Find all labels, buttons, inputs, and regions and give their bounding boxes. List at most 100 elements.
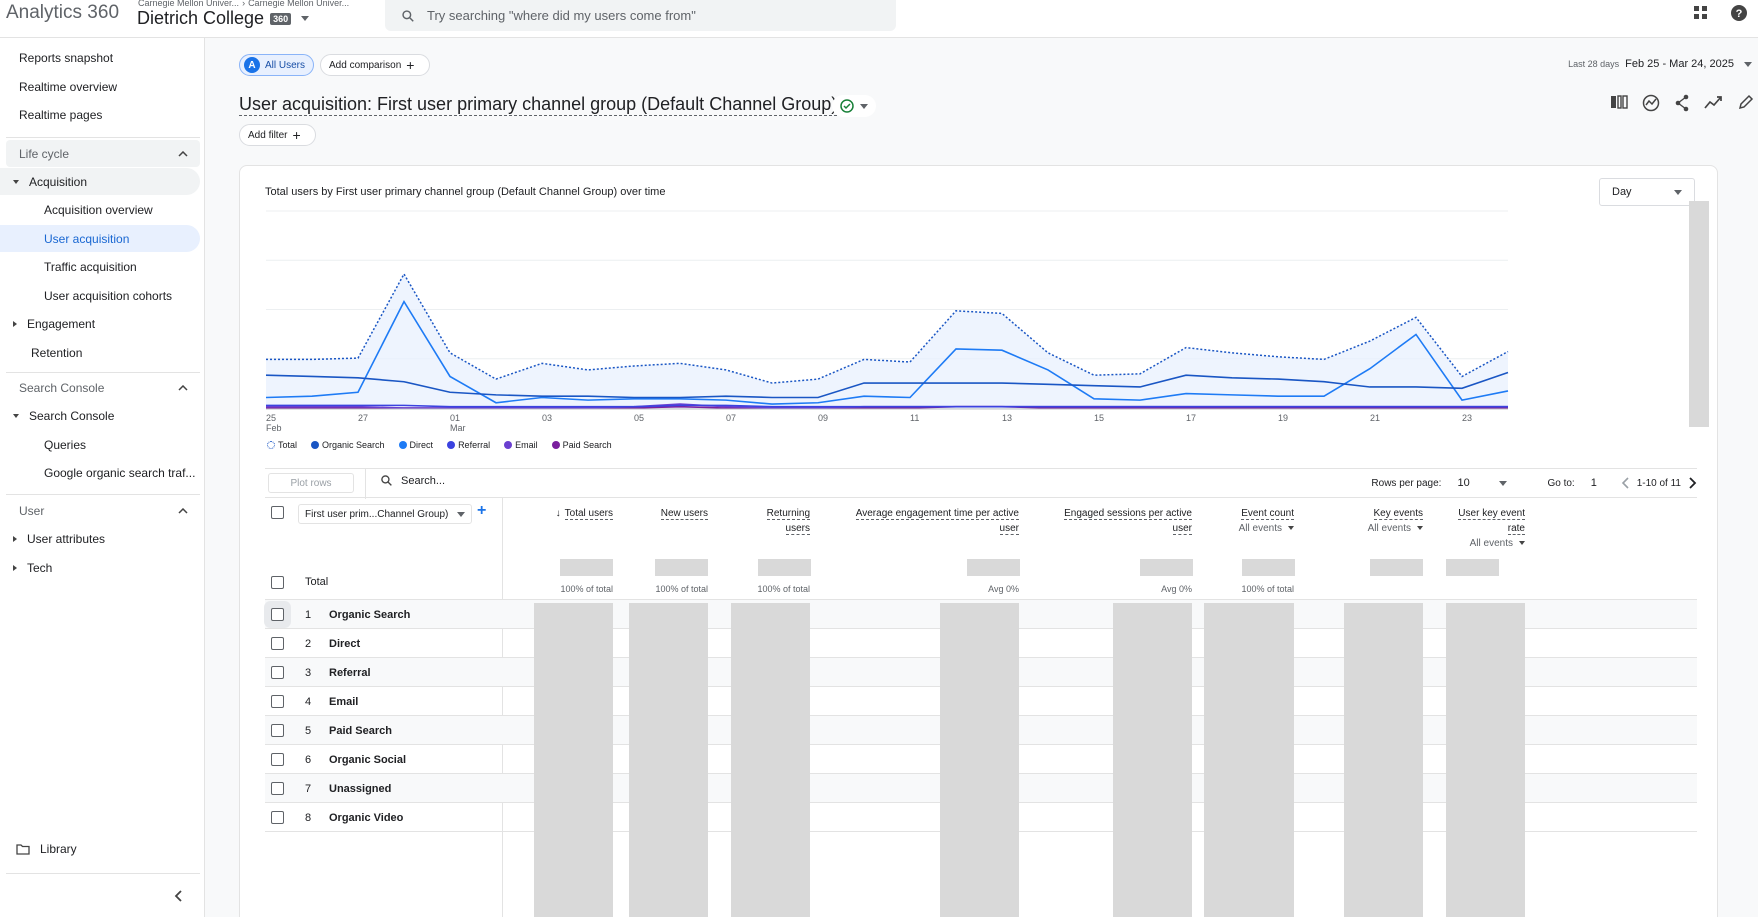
report-status-menu[interactable] (832, 95, 876, 117)
rows-per-page-select[interactable]: 10 (1457, 477, 1508, 489)
nav-library[interactable]: Library (0, 835, 200, 862)
help-icon[interactable]: ? (1730, 4, 1748, 22)
nav-engagement[interactable]: Engagement (0, 310, 200, 337)
row-checkbox[interactable] (271, 666, 284, 679)
legend-item[interactable]: Total (267, 440, 297, 450)
row-checkbox[interactable] (271, 782, 284, 795)
nav-google-organic-search-traffic[interactable]: Google organic search traf... (0, 459, 200, 486)
collapse-nav-icon[interactable] (174, 890, 182, 902)
row-channel-label[interactable]: Paid Search (329, 725, 392, 737)
row-checkbox[interactable] (271, 637, 284, 650)
row-channel-label[interactable]: Organic Social (329, 754, 407, 766)
column-header[interactable]: User key event rate All events (1325, 506, 1525, 551)
x-tick-label: 01 (450, 413, 460, 423)
global-search-bar[interactable] (385, 0, 896, 31)
section-user[interactable]: User (6, 497, 200, 524)
segment-chip-all-users[interactable]: A All Users (239, 54, 314, 76)
legend-item[interactable]: Referral (447, 440, 490, 450)
global-search-input[interactable] (427, 8, 867, 23)
x-tick-label: 25 (266, 413, 276, 423)
row-number: 3 (305, 667, 312, 679)
nav-reports-snapshot[interactable]: Reports snapshot (0, 44, 200, 71)
x-tick-label: 17 (1186, 413, 1196, 423)
total-row-checkbox[interactable] (271, 576, 284, 589)
nav-user-acquisition[interactable]: User acquisition (0, 225, 200, 252)
total-value-redacted (967, 559, 1020, 576)
sort-down-arrow-icon[interactable]: ↓ (555, 508, 561, 519)
event-filter-select[interactable]: All events (1223, 521, 1423, 536)
brand-title[interactable]: Analytics 360 (6, 2, 120, 23)
goto-input[interactable]: 1 (1590, 477, 1597, 489)
column-header[interactable]: Returning users (610, 506, 810, 536)
row-number: 5 (305, 725, 312, 737)
column-header[interactable]: ↓ Total users (413, 506, 613, 521)
legend-item[interactable]: Organic Search (311, 440, 385, 450)
breadcrumb-property[interactable]: Carnegie Mellon Univer... (248, 0, 350, 8)
granularity-select[interactable]: Day (1599, 178, 1695, 206)
row-number: 1 (305, 609, 312, 621)
series-line-direct[interactable] (265, 299, 1509, 405)
insights-icon[interactable] (1642, 94, 1660, 112)
totals-divider (265, 599, 1697, 600)
row-checkbox[interactable] (271, 724, 284, 737)
row-channel-label[interactable]: Organic Video (329, 812, 404, 824)
share-icon[interactable] (1674, 94, 1690, 112)
page-title[interactable]: User acquisition: First user primary cha… (239, 94, 838, 116)
add-filter-button[interactable]: Add filter + (239, 124, 316, 146)
nav-acquisition-overview[interactable]: Acquisition overview (0, 196, 200, 223)
add-dimension-plus-icon[interactable]: + (477, 502, 487, 519)
column-header[interactable]: Average engagement time per active user (819, 506, 1019, 536)
nav-queries[interactable]: Queries (0, 431, 200, 458)
event-filter-select[interactable]: All events (1325, 536, 1525, 551)
nav-user-attributes[interactable]: User attributes (0, 525, 200, 552)
nav-realtime-pages[interactable]: Realtime pages (0, 101, 200, 128)
series-line-organic-search[interactable] (265, 371, 1509, 399)
trend-icon[interactable] (1704, 94, 1724, 110)
plot-rows-button[interactable]: Plot rows (268, 473, 354, 493)
legend-item[interactable]: Email (504, 440, 538, 450)
row-checkbox[interactable] (271, 753, 284, 766)
table-search[interactable] (380, 474, 601, 487)
row-channel-label[interactable]: Direct (329, 638, 361, 650)
row-checkbox[interactable] (271, 811, 284, 824)
table-search-input[interactable] (401, 474, 601, 487)
legend-item[interactable]: Direct (398, 440, 433, 450)
apps-grid-icon[interactable] (1692, 4, 1710, 22)
column-header[interactable]: New users (508, 506, 708, 521)
row-checkbox[interactable] (271, 695, 284, 708)
section-life-cycle[interactable]: Life cycle (6, 140, 200, 167)
property-selector[interactable]: Dietrich College 360 (137, 8, 310, 29)
compare-columns-icon[interactable] (1610, 94, 1628, 110)
row-channel-label[interactable]: Unassigned (329, 783, 392, 795)
select-all-checkbox[interactable] (271, 506, 284, 519)
chevron-right-icon[interactable] (1689, 477, 1697, 489)
breadcrumb-account[interactable]: Carnegie Mellon Univer... (138, 0, 240, 8)
edit-pencil-icon[interactable] (1738, 94, 1754, 110)
row-channel-label[interactable]: Email (329, 696, 359, 708)
nav-retention[interactable]: Retention (0, 339, 200, 366)
row-checkbox[interactable] (271, 608, 284, 621)
column-summary: Avg 0% (988, 584, 1019, 594)
section-label: Search Console (19, 380, 105, 395)
column-header[interactable]: Key events All events (1223, 506, 1423, 536)
row-channel-label[interactable]: Referral (329, 667, 371, 679)
breadcrumb[interactable]: Carnegie Mellon Univer... › Carnegie Mello… (138, 0, 349, 8)
date-range-picker[interactable]: Last 28 days Feb 25 - Mar 24, 2025 (1568, 58, 1752, 70)
row-channel-label[interactable]: Organic Search (329, 609, 411, 621)
legend-item[interactable]: Paid Search (551, 440, 612, 450)
chart-scrollbar[interactable] (1689, 201, 1709, 427)
nav-acquisition[interactable]: Acquisition (0, 168, 200, 195)
nav-search-console[interactable]: Search Console (0, 402, 200, 429)
nav-realtime-overview[interactable]: Realtime overview (0, 73, 200, 100)
nav-traffic-acquisition[interactable]: Traffic acquisition (0, 253, 200, 280)
series-line-referral[interactable] (266, 404, 1508, 408)
nav-user-acquisition-cohorts[interactable]: User acquisition cohorts (0, 282, 200, 309)
section-search-console[interactable]: Search Console (6, 374, 200, 401)
add-comparison-button[interactable]: Add comparison + (320, 54, 430, 76)
dimension-select[interactable]: First user prim...Channel Group) (298, 504, 472, 524)
series-line-total[interactable] (266, 272, 1509, 384)
nav-label: Realtime overview (19, 79, 118, 94)
nav-tech[interactable]: Tech (0, 554, 200, 581)
chevron-left-icon[interactable] (1621, 477, 1629, 489)
